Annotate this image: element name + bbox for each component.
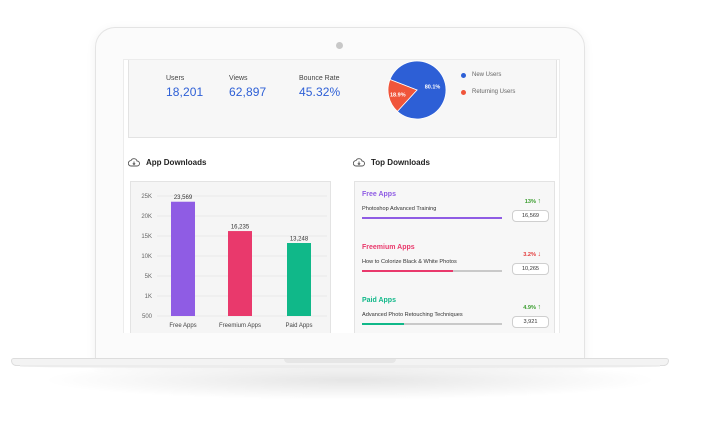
cloud-download-icon: [128, 158, 140, 167]
x-category-label: Freemium Apps: [219, 323, 261, 329]
top-download-progress-fill: [362, 323, 404, 325]
top-download-change-value: 4.9%: [523, 305, 536, 311]
stats-panel: Users 18,201 Views 62,897 Bounce Rate 45…: [128, 60, 557, 138]
bar-value-label: 16,235: [231, 225, 250, 231]
x-category-label: Free Apps: [169, 323, 196, 329]
y-tick-label: 25K: [141, 194, 152, 200]
pie-label-new-users: 80.1%: [425, 84, 441, 90]
top-download-change-value: 13%: [524, 199, 536, 205]
legend-new-users: New Users: [461, 72, 515, 78]
users-pie-chart: 80.1% 18.9%: [387, 60, 447, 120]
app-downloads-header: App Downloads: [128, 158, 206, 167]
pie-legend: New Users Returning Users: [461, 72, 515, 106]
top-download-item-freemium[interactable]: Freemium Apps How to Colorize Black & Wh…: [355, 235, 554, 289]
stat-views-label: Views: [229, 75, 248, 82]
top-download-progress: [362, 217, 502, 219]
stat-bounce-label: Bounce Rate: [299, 75, 340, 82]
stat-users-label: Users: [166, 75, 185, 82]
laptop-base-notch: [284, 359, 396, 363]
bar-free-apps[interactable]: [171, 201, 195, 316]
pie-label-returning-users: 18.9%: [390, 92, 406, 98]
arrow-up-icon: ↑: [537, 198, 542, 205]
legend-returning-users: Returning Users: [461, 89, 515, 95]
top-download-change: 13% ↑: [525, 198, 541, 205]
y-tick-label: 15K: [141, 234, 152, 240]
top-download-item-free[interactable]: Free Apps Photoshop Advanced Training 13…: [355, 182, 554, 236]
top-download-change: 4.9% ↑: [523, 304, 541, 311]
legend-dot-new: [461, 72, 466, 78]
stat-bounce-value: 45.32%: [299, 85, 341, 99]
top-download-change: 3.2% ↓: [523, 251, 541, 258]
arrow-up-icon: ↑: [537, 304, 542, 311]
laptop-base-lip: [20, 365, 660, 368]
top-downloads-title: Top Downloads: [371, 158, 430, 167]
top-download-item-paid[interactable]: Paid Apps Advanced Photo Retouching Tech…: [355, 288, 554, 333]
stat-views-value: 62,897: [229, 85, 267, 99]
app-downloads-chart-panel: 500 1K 5K 10K 15K 20K 25K 23,569 Free Apps 16,235…: [130, 181, 331, 333]
x-category-label: Paid Apps: [285, 323, 312, 329]
stat-bounce: Bounce Rate 45.32%: [299, 75, 340, 99]
top-download-progress: [362, 270, 502, 272]
stat-users: Users 18,201: [166, 75, 203, 99]
y-tick-label: 20K: [141, 214, 152, 220]
app-downloads-bar-chart: 500 1K 5K 10K 15K 20K 25K 23,569 Free Apps 16,235…: [141, 194, 327, 329]
pie-slice-returning-users: [387, 78, 418, 112]
camera-dot: [336, 42, 343, 49]
legend-new-label: New Users: [472, 72, 502, 78]
top-download-change-value: 3.2%: [523, 252, 536, 258]
top-downloads-panel: Free Apps Photoshop Advanced Training 13…: [354, 181, 555, 333]
top-download-count: 16,569: [512, 210, 549, 222]
bar-freemium-apps[interactable]: [228, 231, 252, 316]
y-tick-label: 1K: [145, 294, 152, 300]
laptop-lid: Users 18,201 Views 62,897 Bounce Rate 45…: [95, 27, 585, 364]
top-download-title: Advanced Photo Retouching Techniques: [362, 312, 463, 318]
top-download-progress-fill: [362, 217, 502, 219]
y-tick-label: 10K: [141, 254, 152, 260]
top-download-category: Free Apps: [362, 191, 396, 198]
top-download-progress: [362, 323, 502, 325]
laptop-screen: Users 18,201 Views 62,897 Bounce Rate 45…: [123, 59, 560, 333]
stat-views: Views 62,897: [229, 75, 266, 99]
y-tick-label: 5K: [145, 274, 152, 280]
top-download-count: 10,265: [512, 263, 549, 275]
bar-value-label: 13,248: [290, 237, 309, 243]
top-download-title: How to Colorize Black & White Photos: [362, 259, 457, 265]
legend-dot-returning: [461, 89, 466, 95]
top-download-progress-fill: [362, 270, 453, 272]
cloud-download-icon: [353, 158, 365, 167]
legend-returning-label: Returning Users: [472, 89, 516, 95]
bar-value-label: 23,569: [174, 195, 193, 201]
top-download-count: 3,921: [512, 316, 549, 328]
stat-users-value: 18,201: [166, 85, 204, 99]
arrow-down-icon: ↓: [537, 251, 542, 258]
y-tick-label: 500: [142, 314, 153, 320]
bar-paid-apps[interactable]: [287, 243, 311, 316]
top-downloads-header: Top Downloads: [353, 158, 430, 167]
top-download-title: Photoshop Advanced Training: [362, 206, 437, 212]
top-download-category: Freemium Apps: [362, 244, 415, 251]
top-download-category: Paid Apps: [362, 297, 396, 304]
app-downloads-title: App Downloads: [146, 158, 207, 167]
